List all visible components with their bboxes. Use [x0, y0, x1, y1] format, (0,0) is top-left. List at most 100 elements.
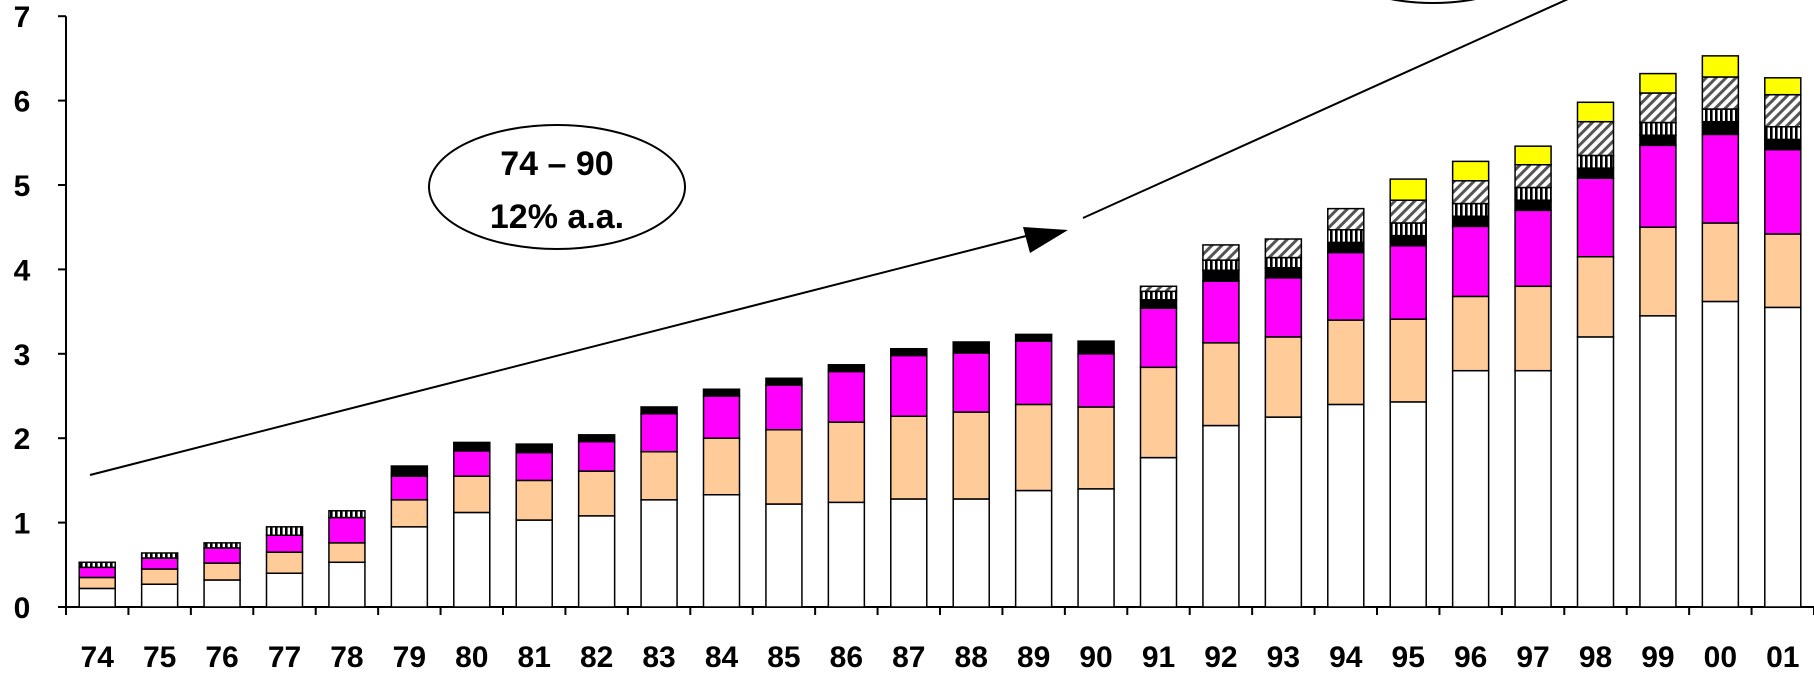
bar-segment-white [78, 587, 116, 608]
bar-segment-magenta [827, 370, 866, 423]
x-tick-label: 89 [1017, 641, 1050, 674]
bar-segment-peach [1264, 336, 1303, 418]
bar-segment-peach [577, 470, 616, 517]
bar-segment-white [702, 493, 741, 608]
bar-segment-white [265, 572, 304, 608]
bar-segment-black [1764, 138, 1802, 151]
bar-segment-black [1264, 266, 1303, 279]
bar-segment-magenta [765, 384, 803, 431]
bar-segment-black [515, 443, 553, 454]
y-tick-label: 4 [14, 254, 31, 287]
bar-segment-hatched [1576, 120, 1615, 157]
bar-segment-hatched [1389, 199, 1427, 224]
x-axis: 74 75 76 77 78 79 80 81 82 83 84 85 86 87 88 89 90 91 92 93… [65, 606, 1814, 674]
bar-segment-hatched [1514, 163, 1552, 189]
bar-segment-hatched [1264, 238, 1303, 259]
bar-segment-magenta [265, 534, 304, 553]
bar-segment-peach [203, 562, 241, 581]
bar-segment-peach [515, 479, 553, 521]
bar-segment-magenta [1576, 177, 1615, 258]
bar-segment-magenta [78, 566, 116, 579]
trend-arrowhead [1023, 227, 1068, 253]
bar-segment-vertical-stripes [328, 510, 366, 519]
bar-segment-white [1327, 403, 1365, 608]
bar-segment-white [328, 561, 366, 608]
x-tick-label: 94 [1329, 641, 1363, 674]
bar-segment-white [1202, 424, 1240, 608]
bar-segment-vertical-stripes [265, 526, 304, 537]
bar-segment-black [702, 388, 741, 397]
bar-segment-hatched [1451, 180, 1490, 205]
bar-segment-magenta [702, 395, 741, 439]
bar-segment-white [952, 498, 990, 608]
bar-segment-magenta [1514, 209, 1552, 288]
bar-segment-hatched [1202, 244, 1240, 261]
bar-segment-magenta [1202, 280, 1240, 344]
bar-segment-hatched [1701, 76, 1740, 110]
bar-segment-vertical-stripes [1389, 222, 1427, 237]
bar-segment-peach [1451, 295, 1490, 372]
bar-segment-white [515, 519, 553, 608]
bar-segment-black [890, 347, 928, 357]
x-tick-label: 74 [81, 641, 115, 674]
bar-segment-magenta [453, 450, 491, 477]
bar-segment-peach [952, 411, 990, 500]
x-tick-label: 78 [330, 641, 363, 674]
x-tick-label: 97 [1516, 641, 1549, 674]
x-tick-label: 96 [1454, 641, 1487, 674]
bar-segment-black [390, 465, 429, 477]
y-tick-label: 0 [14, 592, 31, 625]
y-axis: 0 1 2 3 4 5 6 7 [14, 1, 67, 625]
x-tick-label: 85 [767, 641, 800, 674]
bar-segment-peach [890, 415, 928, 500]
bar-segment-yellow [1514, 145, 1552, 166]
bar-segment-vertical-stripes [1514, 186, 1552, 201]
bar-segment-black [1639, 134, 1677, 147]
bar-segment-white [1764, 306, 1802, 608]
bar-segment-magenta [390, 475, 429, 501]
bar-segment-black [1077, 340, 1115, 355]
bar-segment-magenta [515, 451, 553, 482]
x-tick-label: 95 [1392, 641, 1425, 674]
bar-series-group [78, 55, 1802, 608]
bar-segment-vertical-stripes [1139, 290, 1178, 301]
x-tick-label: 82 [580, 641, 613, 674]
bar-segment-white [1576, 336, 1615, 608]
x-tick-label: 01 [1766, 641, 1799, 674]
bar-segment-peach [140, 568, 179, 585]
bar-segment-peach [1576, 255, 1615, 338]
bar-segment-black [1701, 120, 1740, 136]
bar-segment-peach [265, 551, 304, 574]
bar-segment-vertical-stripes [78, 561, 116, 569]
bar-segment-peach [1701, 222, 1740, 303]
trend-line-upper [1082, 0, 1569, 219]
bar-segment-black [453, 441, 491, 452]
bar-segment-peach [1077, 406, 1115, 490]
bar-segment-magenta [203, 547, 241, 564]
y-tick-label: 7 [14, 1, 31, 34]
bar-segment-magenta [1139, 307, 1178, 369]
bar-segment-magenta [1077, 353, 1115, 408]
x-tick-label: 88 [955, 641, 988, 674]
bar-segment-vertical-stripes [1451, 202, 1490, 217]
bar-segment-black [1576, 167, 1615, 179]
x-tick-label: 98 [1579, 641, 1612, 674]
bar-segment-peach [78, 576, 116, 590]
callout-period-label: 74 – 90 [500, 145, 613, 183]
bar-segment-vertical-stripes [1639, 121, 1677, 136]
bar-segment-magenta [1701, 133, 1740, 224]
bar-segment-magenta [577, 440, 616, 472]
bar-segment-hatched [1764, 93, 1802, 128]
bar-segment-peach [765, 429, 803, 505]
bar-segment-magenta [1639, 144, 1677, 228]
bar-segment-black [952, 341, 990, 354]
bar-segment-vertical-stripes [1202, 259, 1240, 271]
bar-segment-white [1077, 488, 1115, 608]
bar-segment-black [1327, 241, 1365, 254]
bar-segment-black [827, 364, 866, 373]
bar-segment-white [640, 499, 678, 608]
trend-annotation: 74 – 90 12% a.a. [89, 0, 1569, 476]
bar-segment-vertical-stripes [1701, 108, 1740, 123]
callout-rate-label: 12% a.a. [490, 198, 624, 236]
